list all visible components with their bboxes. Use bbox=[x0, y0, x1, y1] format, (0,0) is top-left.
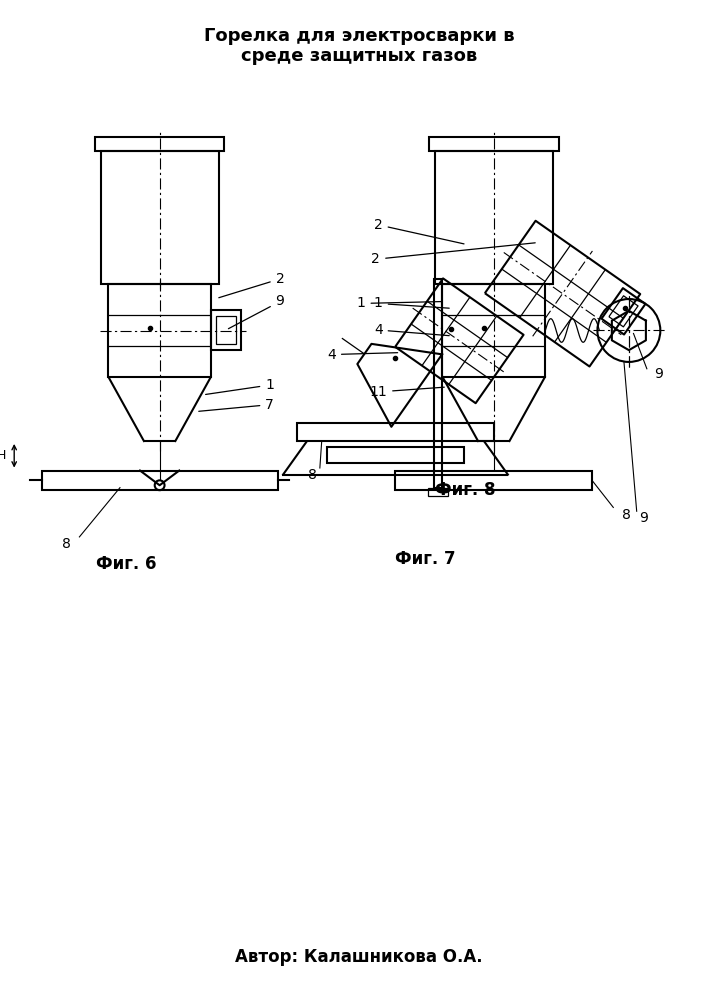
Bar bbox=[395, 471, 592, 490]
Text: 9: 9 bbox=[655, 367, 663, 381]
Bar bbox=[95, 137, 225, 151]
Text: 8: 8 bbox=[622, 508, 631, 522]
Bar bbox=[428, 488, 448, 496]
Bar bbox=[216, 316, 236, 344]
Bar bbox=[435, 151, 553, 284]
Bar bbox=[434, 279, 442, 488]
Text: 9: 9 bbox=[228, 294, 284, 329]
Text: 4: 4 bbox=[374, 323, 449, 337]
Bar bbox=[442, 284, 545, 377]
Text: Горелка для электросварки в
среде защитных газов: Горелка для электросварки в среде защитн… bbox=[204, 27, 515, 65]
Text: 4: 4 bbox=[327, 348, 397, 362]
Text: 1: 1 bbox=[356, 296, 442, 310]
Bar bbox=[108, 284, 211, 377]
Text: 1: 1 bbox=[374, 296, 449, 310]
Text: Фиг. 7: Фиг. 7 bbox=[395, 550, 456, 568]
Text: 8: 8 bbox=[308, 468, 317, 482]
Text: 11: 11 bbox=[370, 385, 444, 399]
Bar bbox=[297, 423, 493, 441]
Bar bbox=[100, 151, 218, 284]
Text: Фиг. 6: Фиг. 6 bbox=[95, 555, 156, 573]
Text: 8: 8 bbox=[62, 537, 71, 551]
Text: 2: 2 bbox=[218, 272, 284, 298]
Bar bbox=[211, 310, 240, 350]
Bar bbox=[42, 471, 278, 490]
Text: H: H bbox=[0, 449, 6, 462]
Text: 1: 1 bbox=[206, 378, 274, 394]
Text: 7: 7 bbox=[199, 398, 274, 412]
Bar bbox=[429, 137, 559, 151]
Text: 9: 9 bbox=[639, 511, 648, 525]
Bar bbox=[327, 447, 464, 463]
Text: Фиг. 8: Фиг. 8 bbox=[435, 481, 496, 499]
Text: Автор: Калашникова О.А.: Автор: Калашникова О.А. bbox=[235, 948, 483, 966]
Text: 2: 2 bbox=[374, 218, 464, 244]
Text: 2: 2 bbox=[371, 243, 535, 266]
